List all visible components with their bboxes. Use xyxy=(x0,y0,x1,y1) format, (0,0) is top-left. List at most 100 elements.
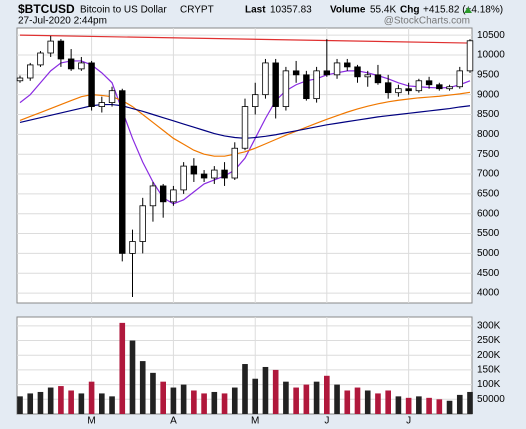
volume-bar xyxy=(344,390,351,414)
candle-body xyxy=(333,62,341,76)
stat-value: 55.4K xyxy=(370,5,396,16)
up-arrow xyxy=(464,7,472,13)
volume-bar xyxy=(88,381,95,414)
volume-bar xyxy=(68,390,74,414)
y-tick-label: 9500 xyxy=(477,69,500,80)
volume-bar xyxy=(467,391,473,414)
candle-body xyxy=(425,80,433,86)
candle-body xyxy=(446,86,453,90)
candle-body xyxy=(170,189,177,203)
x-tick-label: J xyxy=(406,416,411,427)
volume-bar xyxy=(160,381,166,414)
y-tick-label: 50000 xyxy=(477,394,505,405)
volume-bar xyxy=(334,384,340,414)
watermark: @StockCharts.com xyxy=(384,16,470,27)
volume-bar xyxy=(354,387,361,414)
date: 27-Jul-2020 2:44pm xyxy=(18,16,107,27)
candle-body xyxy=(159,185,167,203)
candle-body xyxy=(27,64,34,79)
stat-value: +415.82 (+4.18%) xyxy=(423,5,503,16)
y-tick-label: 100K xyxy=(477,379,501,390)
candle-body xyxy=(190,165,198,175)
volume-bar xyxy=(37,391,44,414)
y-tick-label: 8500 xyxy=(477,109,500,120)
candle-body xyxy=(374,74,382,84)
y-tick-label: 10000 xyxy=(477,50,505,61)
candle-body xyxy=(88,62,95,107)
volume-bar xyxy=(58,386,64,414)
y-tick-label: 9000 xyxy=(477,89,500,100)
candle-body xyxy=(272,62,279,107)
y-tick-label: 8000 xyxy=(477,129,500,140)
price-panel xyxy=(16,27,473,304)
x-tick-label: M xyxy=(251,416,259,427)
volume-bar xyxy=(211,391,218,414)
candle-body xyxy=(415,80,423,92)
volume-bar xyxy=(150,372,156,414)
volume-bar xyxy=(456,394,463,414)
candle-body xyxy=(252,94,259,107)
candle-body xyxy=(241,106,249,149)
candle-body xyxy=(436,84,443,90)
volume-bar xyxy=(416,396,422,414)
candle-body xyxy=(16,77,24,82)
volume-bar xyxy=(201,393,207,414)
x-tick-label: J xyxy=(324,416,329,427)
y-tick-label: 6500 xyxy=(477,189,500,200)
stat-label: Chg xyxy=(400,5,419,16)
volume-bar xyxy=(191,390,197,414)
candle-body xyxy=(313,70,320,100)
candle-body xyxy=(37,52,44,66)
stat-value: 10357.83 xyxy=(270,5,312,16)
volume-bar xyxy=(180,384,187,414)
volume-bar xyxy=(313,381,320,414)
candle-body xyxy=(292,70,300,76)
candle-body xyxy=(323,70,331,76)
volume-bar xyxy=(272,369,279,414)
candle-body xyxy=(180,165,187,191)
candle-body xyxy=(129,241,136,254)
candle-body xyxy=(149,185,157,207)
y-tick-label: 4500 xyxy=(477,268,500,279)
volume-bar xyxy=(170,387,177,414)
candle-body xyxy=(47,40,54,54)
volume-bar xyxy=(385,390,391,414)
candle-body xyxy=(108,90,116,104)
volume-bar xyxy=(221,393,228,414)
y-tick-label: 10500 xyxy=(477,30,505,41)
volume-bar xyxy=(324,375,330,414)
candle-body xyxy=(119,90,126,254)
candle-body xyxy=(456,70,463,88)
candle-body xyxy=(67,58,75,70)
candle-body xyxy=(466,40,474,72)
volume-bar xyxy=(405,397,412,414)
candle-body xyxy=(98,102,106,107)
volume-bar xyxy=(47,387,54,414)
stat-label: Last xyxy=(245,5,266,16)
volume-bar xyxy=(242,364,248,414)
candle-body xyxy=(200,173,208,179)
y-tick-label: 7000 xyxy=(477,169,500,180)
volume-bar xyxy=(446,400,453,414)
volume-bar xyxy=(395,396,402,414)
y-tick-label: 250K xyxy=(477,335,501,346)
candle-body xyxy=(282,70,290,107)
exchange: CRYPT xyxy=(180,5,214,16)
volume-bar xyxy=(109,396,115,414)
volume-bar xyxy=(303,384,310,414)
x-tick-label: A xyxy=(170,416,177,427)
security-name: Bitcoin to US Dollar xyxy=(80,5,167,16)
y-tick-label: 4000 xyxy=(477,288,500,299)
volume-bar xyxy=(129,340,136,414)
volume-bar xyxy=(99,393,105,414)
volume-bar xyxy=(78,393,85,414)
candle-body xyxy=(395,88,402,94)
volume-bar xyxy=(426,397,432,414)
candle-body xyxy=(384,82,392,94)
stat-label: Volume xyxy=(330,5,366,16)
volume-bar xyxy=(262,366,269,414)
volume-bar xyxy=(283,381,289,414)
x-tick-label: M xyxy=(87,416,95,427)
